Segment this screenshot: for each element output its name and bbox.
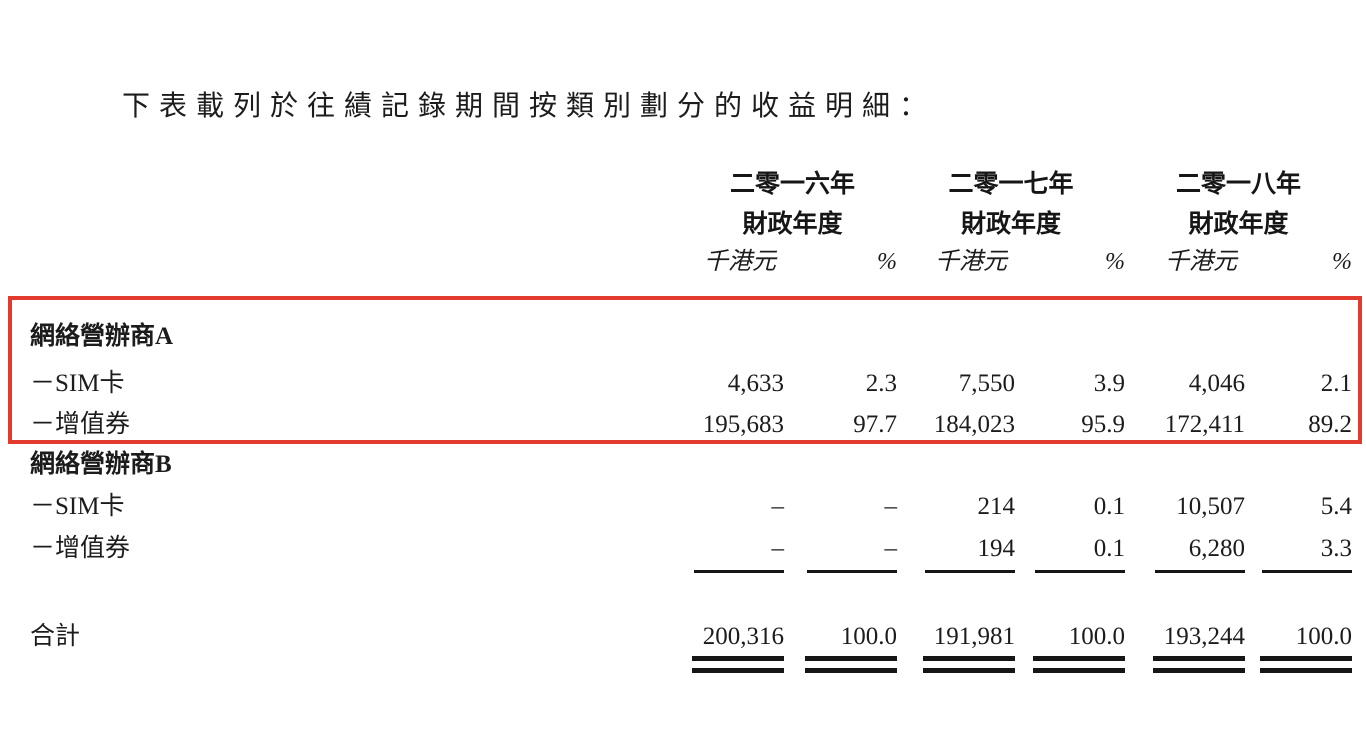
percent-header: % bbox=[877, 249, 898, 275]
amount-cell: 172,411 bbox=[1164, 410, 1246, 438]
percent-cell: 3.9 bbox=[1093, 369, 1126, 397]
fiscal-line: 財政年度 bbox=[742, 210, 843, 238]
percent-cell: 5.4 bbox=[1320, 492, 1353, 520]
table-header-years: 二零一六年 財政年度 二零一七年 財政年度 二零一八年 財政年度 bbox=[30, 155, 1352, 244]
year-line: 二零一七年 bbox=[948, 170, 1074, 198]
row-label: －增值券 bbox=[30, 534, 131, 562]
column-rule bbox=[784, 562, 898, 584]
amount-cell: 7,550 bbox=[958, 369, 1016, 397]
percent-cell: 100.0 bbox=[840, 622, 898, 650]
percent-cell: 0.1 bbox=[1093, 534, 1126, 562]
column-rule bbox=[1015, 562, 1126, 584]
percent-cell: 2.1 bbox=[1320, 369, 1353, 397]
amount-cell: 4,046 bbox=[1188, 369, 1246, 397]
row-operator-a: 網絡營辦商A bbox=[30, 294, 1352, 350]
percent-cell: 3.3 bbox=[1320, 534, 1353, 562]
total-rule bbox=[1245, 650, 1353, 680]
amount-cell: 10,507 bbox=[1176, 492, 1246, 520]
percent-cell: 89.2 bbox=[1308, 410, 1353, 438]
row-operator-a-sim: －SIM卡 4,633 2.3 7,550 3.9 4,046 2.1 bbox=[30, 350, 1352, 397]
total-rule bbox=[688, 650, 784, 680]
percent-cell: 95.9 bbox=[1081, 410, 1126, 438]
percent-header: % bbox=[1105, 249, 1126, 275]
amount-cell: 214 bbox=[977, 492, 1016, 520]
year-line: 二零一六年 bbox=[730, 170, 856, 198]
table-header-units: 千港元 % 千港元 % 千港元 % bbox=[30, 244, 1352, 294]
unit-header-hkd: 千港元 bbox=[935, 249, 1008, 275]
percent-cell: – bbox=[884, 492, 898, 520]
unit-header-hkd: 千港元 bbox=[1165, 249, 1238, 275]
header-spacer bbox=[30, 155, 688, 244]
amount-cell: 6,280 bbox=[1188, 534, 1246, 562]
column-rule bbox=[688, 562, 784, 584]
year-line: 二零一八年 bbox=[1176, 170, 1302, 198]
year-header-2016: 二零一六年 財政年度 bbox=[688, 155, 897, 244]
empty-cells bbox=[688, 438, 1352, 478]
row-label: 網絡營辦商B bbox=[30, 450, 172, 478]
revenue-table: 二零一六年 財政年度 二零一七年 財政年度 二零一八年 財政年度 千港元 % 千… bbox=[30, 155, 1353, 680]
row-operator-b-sim: －SIM卡 – – 214 0.1 10,507 5.4 bbox=[30, 478, 1352, 520]
percent-cell: 97.7 bbox=[853, 410, 898, 438]
row-label: －增值券 bbox=[30, 410, 131, 438]
year-header-2017: 二零一七年 財政年度 bbox=[897, 155, 1125, 244]
total-rule bbox=[784, 650, 898, 680]
percent-cell: 100.0 bbox=[1295, 622, 1353, 650]
intro-text: 下表載列於往績記錄期間按類別劃分的收益明細： bbox=[122, 91, 937, 122]
amount-cell: – bbox=[771, 534, 785, 562]
percent-cell: – bbox=[884, 534, 898, 562]
percent-cell: 100.0 bbox=[1068, 622, 1126, 650]
amount-cell: 193,244 bbox=[1163, 622, 1246, 650]
empty-cell bbox=[30, 650, 688, 680]
amount-cell: 194 bbox=[977, 534, 1016, 562]
empty-cells bbox=[688, 294, 1352, 350]
column-rule bbox=[1245, 562, 1353, 584]
row-operator-a-voucher: －增值券 195,683 97.7 184,023 95.9 172,411 8… bbox=[30, 397, 1352, 438]
fiscal-line: 財政年度 bbox=[961, 210, 1062, 238]
row-label: －SIM卡 bbox=[30, 369, 125, 397]
total-rule bbox=[1125, 650, 1246, 680]
percent-cell: 0.1 bbox=[1093, 492, 1126, 520]
percent-cell: 2.3 bbox=[865, 369, 898, 397]
year-header-2018: 二零一八年 財政年度 bbox=[1125, 155, 1352, 244]
total-rule bbox=[897, 650, 1016, 680]
row-operator-b: 網絡營辦商B bbox=[30, 438, 1352, 478]
total-rule bbox=[1015, 650, 1126, 680]
total-rule-row bbox=[30, 650, 1353, 680]
row-total: 合計 200,316 100.0 191,981 100.0 193,244 1… bbox=[30, 584, 1352, 650]
subtotal-rule-row bbox=[30, 562, 1353, 584]
column-rule bbox=[1125, 562, 1246, 584]
amount-cell: – bbox=[771, 492, 785, 520]
amount-cell: 200,316 bbox=[702, 622, 784, 650]
empty-cell bbox=[30, 562, 688, 584]
amount-cell: 184,023 bbox=[933, 410, 1016, 438]
amount-cell: 195,683 bbox=[702, 410, 784, 438]
fiscal-line: 財政年度 bbox=[1188, 210, 1289, 238]
header-spacer bbox=[30, 244, 688, 294]
column-rule bbox=[897, 562, 1016, 584]
row-label: －SIM卡 bbox=[30, 492, 125, 520]
percent-header: % bbox=[1332, 249, 1353, 275]
row-label: 合計 bbox=[30, 622, 81, 650]
unit-header-hkd: 千港元 bbox=[704, 249, 776, 275]
row-label: 網絡營辦商A bbox=[30, 322, 174, 350]
amount-cell: 191,981 bbox=[933, 622, 1016, 650]
amount-cell: 4,633 bbox=[727, 369, 784, 397]
row-operator-b-voucher: －增值券 – – 194 0.1 6,280 3.3 bbox=[30, 520, 1352, 562]
